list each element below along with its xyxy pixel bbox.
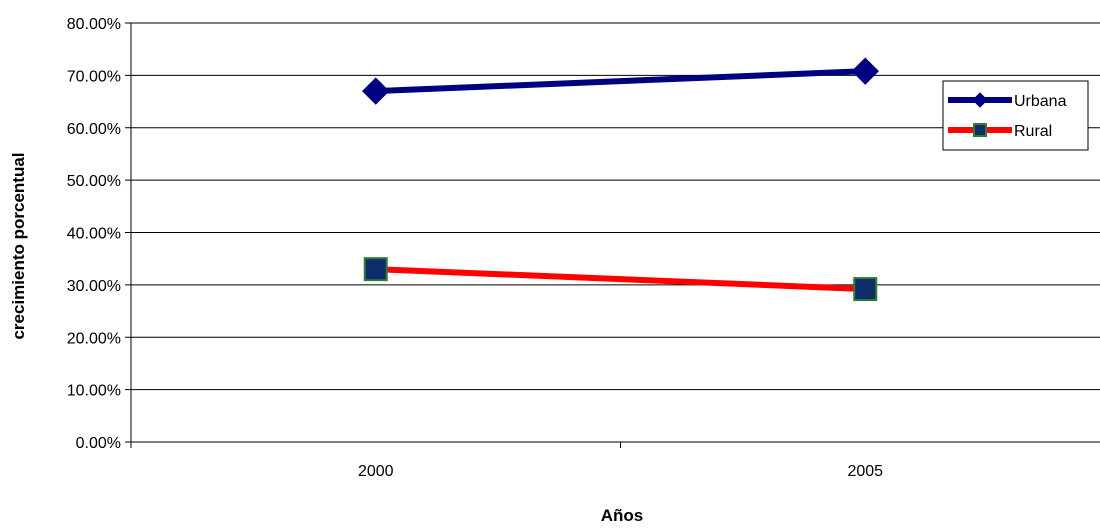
x-axis-title: Años — [601, 506, 644, 525]
data-point — [853, 277, 878, 302]
data-point — [851, 57, 879, 85]
y-axis-title: crecimiento porcentual — [9, 152, 28, 339]
legend-label: Rural — [1014, 123, 1052, 140]
y-tick-label: 50.00% — [67, 173, 121, 190]
series-lines — [362, 57, 879, 302]
series-urbana — [362, 57, 879, 105]
series-line — [375, 266, 866, 293]
axes — [125, 22, 1100, 448]
legend-item: Urbana — [948, 92, 1067, 110]
y-tick-label: 30.00% — [67, 278, 121, 295]
data-point — [363, 257, 388, 282]
legend-box — [942, 80, 1089, 151]
legend-marker — [972, 92, 988, 108]
legend-item: Rural — [948, 123, 1052, 140]
y-tick-label: 40.00% — [67, 226, 121, 243]
y-tick-label: 70.00% — [67, 68, 121, 85]
data-point — [362, 77, 390, 105]
series-line — [375, 68, 866, 95]
series-rural — [363, 257, 878, 302]
legend-label: Urbana — [1014, 93, 1067, 110]
x-tick-labels: 2000 2005 — [358, 463, 883, 480]
y-tick-label: 0.00% — [76, 435, 121, 452]
legend-items: Urbana Rural — [948, 92, 1067, 140]
y-tick-label: 10.00% — [67, 383, 121, 400]
y-tick-label: 60.00% — [67, 121, 121, 138]
grid-lines — [131, 22, 1100, 391]
x-tick-label: 2000 — [358, 463, 394, 480]
legend: Urbana Rural — [942, 80, 1089, 151]
y-tick-label: 80.00% — [67, 16, 121, 33]
y-tick-label: 20.00% — [67, 330, 121, 347]
x-tick-label: 2005 — [847, 463, 883, 480]
legend-marker — [973, 123, 987, 137]
y-tick-labels: 0.00% 10.00% 20.00% 30.00% 40.00% 50.00% 60.00… — [67, 16, 121, 452]
